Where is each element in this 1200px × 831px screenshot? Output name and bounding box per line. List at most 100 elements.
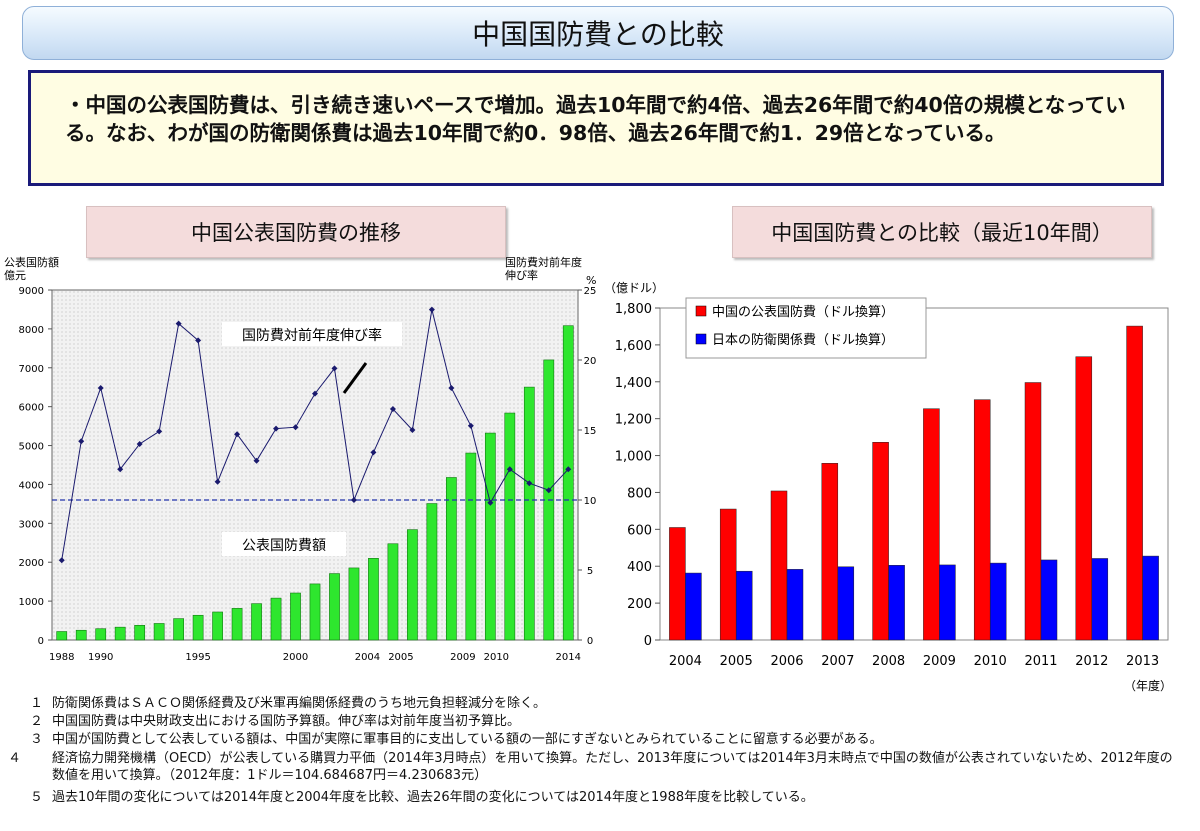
- bar-1989: [75, 629, 87, 641]
- right-axis-label-1: 国防費対前年度: [505, 255, 582, 269]
- left-y-tick-label: 0: [38, 636, 44, 647]
- china-bar-2005: [719, 508, 737, 641]
- left-y-tick-label: 8000: [19, 325, 44, 336]
- x-tick-label-2010: 2010: [484, 652, 509, 663]
- x-tick-label-1990: 1990: [88, 652, 113, 663]
- rate-point-2011: [506, 466, 513, 473]
- left-axis-label-2: 億元: [4, 269, 26, 282]
- right-chart-unit-label: （億ドル）: [604, 281, 664, 295]
- legend-swatch-japan: [695, 333, 707, 345]
- japan-bar-2010: [989, 562, 1007, 641]
- rate-point-1997: [234, 431, 241, 438]
- x-tick-label-2007: 2007: [821, 654, 854, 669]
- left-y-tick-label: 3000: [19, 519, 44, 530]
- y-tick-label: 1,800: [615, 302, 652, 317]
- bar-2009: [465, 452, 477, 641]
- rate-point-2002: [331, 365, 338, 372]
- rate-point-1994: [175, 320, 182, 327]
- bar-2003: [348, 567, 360, 641]
- note-5: ５ 過去10年間の変化については2014年度と2004年度を比較、過去26年間の変…: [30, 790, 814, 805]
- bar-1992: [134, 624, 146, 641]
- y-tick-label: 1,400: [615, 376, 652, 391]
- x-tick-label-2011: 2011: [1024, 654, 1057, 669]
- bar-2001: [309, 583, 321, 641]
- japan-bar-2012: [1091, 558, 1109, 641]
- x-tick-label-2009: 2009: [450, 652, 475, 663]
- bar-1997: [231, 608, 243, 641]
- left-y-tick-label: 2000: [19, 558, 44, 569]
- note-2: ２ 中国国防費は中央財政支出における国防予算額。伸び率は対前年度当初予算比。: [30, 714, 521, 729]
- summary-text: ・中国の公表国防費は、引き続き速いペースで増加。過去10年間で約4倍、過去26年…: [65, 93, 1126, 145]
- rate-annotation-bg: [222, 322, 402, 346]
- rate-point-1989: [78, 438, 85, 445]
- bar-2011: [504, 412, 516, 641]
- legend-swatch-china: [695, 305, 707, 317]
- china-bar-2013: [1126, 325, 1143, 641]
- left-y-tick-label: 7000: [19, 364, 44, 375]
- left-y-tick-label: 9000: [19, 286, 44, 297]
- x-tick-label-2009: 2009: [923, 654, 956, 669]
- japan-bar-2013: [1142, 555, 1159, 641]
- bar-2012: [523, 386, 535, 641]
- right-y-tick-label: 25: [584, 286, 597, 297]
- right-y-tick-label: 5: [587, 566, 593, 577]
- japan-bar-2008: [888, 565, 905, 641]
- rate-point-2005: [389, 406, 396, 412]
- bar-2014: [562, 325, 574, 641]
- right-chart-title: 中国国防費との比較（最近10年間）: [732, 206, 1152, 258]
- right-y-tick-label: 15: [584, 426, 597, 437]
- rate-point-2004: [370, 449, 377, 456]
- rate-point-2009: [467, 422, 474, 429]
- y-tick-label: 1,600: [615, 339, 652, 354]
- left-y-tick-label: 1000: [19, 597, 44, 608]
- rate-point-1990: [97, 385, 104, 391]
- amount-annotation: 公表国防費額: [242, 538, 326, 554]
- china-bar-2008: [872, 442, 889, 641]
- rate-point-2001: [312, 390, 318, 397]
- right-y-tick-label: 20: [584, 356, 597, 367]
- japan-bar-2007: [837, 566, 855, 641]
- bar-2004: [368, 558, 379, 641]
- right-axis-unit: %: [586, 274, 596, 287]
- bar-1999: [270, 597, 282, 641]
- x-tick-label-1988: 1988: [49, 652, 74, 663]
- bar-2007: [426, 503, 438, 641]
- rate-annotation-pointer: [342, 362, 368, 394]
- bar-1994: [173, 618, 184, 641]
- rate-point-1998: [253, 457, 260, 464]
- rate-point-2012: [526, 480, 533, 487]
- rate-point-2014: [565, 466, 572, 473]
- y-tick-label: 0: [644, 634, 652, 649]
- rate-point-1999: [273, 425, 280, 432]
- rate-point-2003: [350, 497, 357, 503]
- bar-2000: [290, 592, 301, 641]
- bar-2005: [387, 543, 399, 641]
- legend-label-china: 中国の公表国防費（ドル換算）: [712, 304, 894, 320]
- china-bar-2009: [923, 408, 940, 641]
- x-tick-label-2008: 2008: [872, 654, 905, 669]
- y-tick-label: 800: [627, 486, 652, 501]
- rate-annotation: 国防費対前年度伸び率: [242, 327, 382, 344]
- note-3: ３ 中国が国防費として公表している額は、中国が実際に軍事目的に支出している額の一部…: [30, 732, 883, 747]
- rate-point-2006: [409, 427, 416, 433]
- bar-1998: [251, 603, 262, 641]
- rate-point-2010: [487, 499, 494, 506]
- x-tick-label-2005: 2005: [388, 652, 413, 663]
- bar-1996: [212, 611, 223, 641]
- bar-1988: [56, 631, 68, 641]
- x-tick-label-2006: 2006: [770, 654, 803, 669]
- rate-point-1996: [214, 478, 221, 485]
- x-tick-label-2004: 2004: [669, 654, 702, 669]
- y-tick-label: 600: [627, 523, 652, 538]
- bar-1993: [153, 623, 165, 641]
- japan-bar-2004: [685, 572, 702, 641]
- page-title: 中国国防費との比較: [22, 6, 1174, 60]
- x-tick-label-2010: 2010: [974, 654, 1007, 669]
- x-tick-label-2013: 2013: [1126, 654, 1159, 669]
- legend: 中国の公表国防費（ドル換算） 日本の防衛関係費（ドル換算）: [685, 297, 927, 359]
- japan-bar-2006: [786, 569, 804, 641]
- rate-point-2013: [545, 487, 552, 494]
- y-tick-label: 1,200: [615, 413, 652, 428]
- rate-point-2008: [448, 385, 455, 391]
- bar-1991: [114, 626, 126, 641]
